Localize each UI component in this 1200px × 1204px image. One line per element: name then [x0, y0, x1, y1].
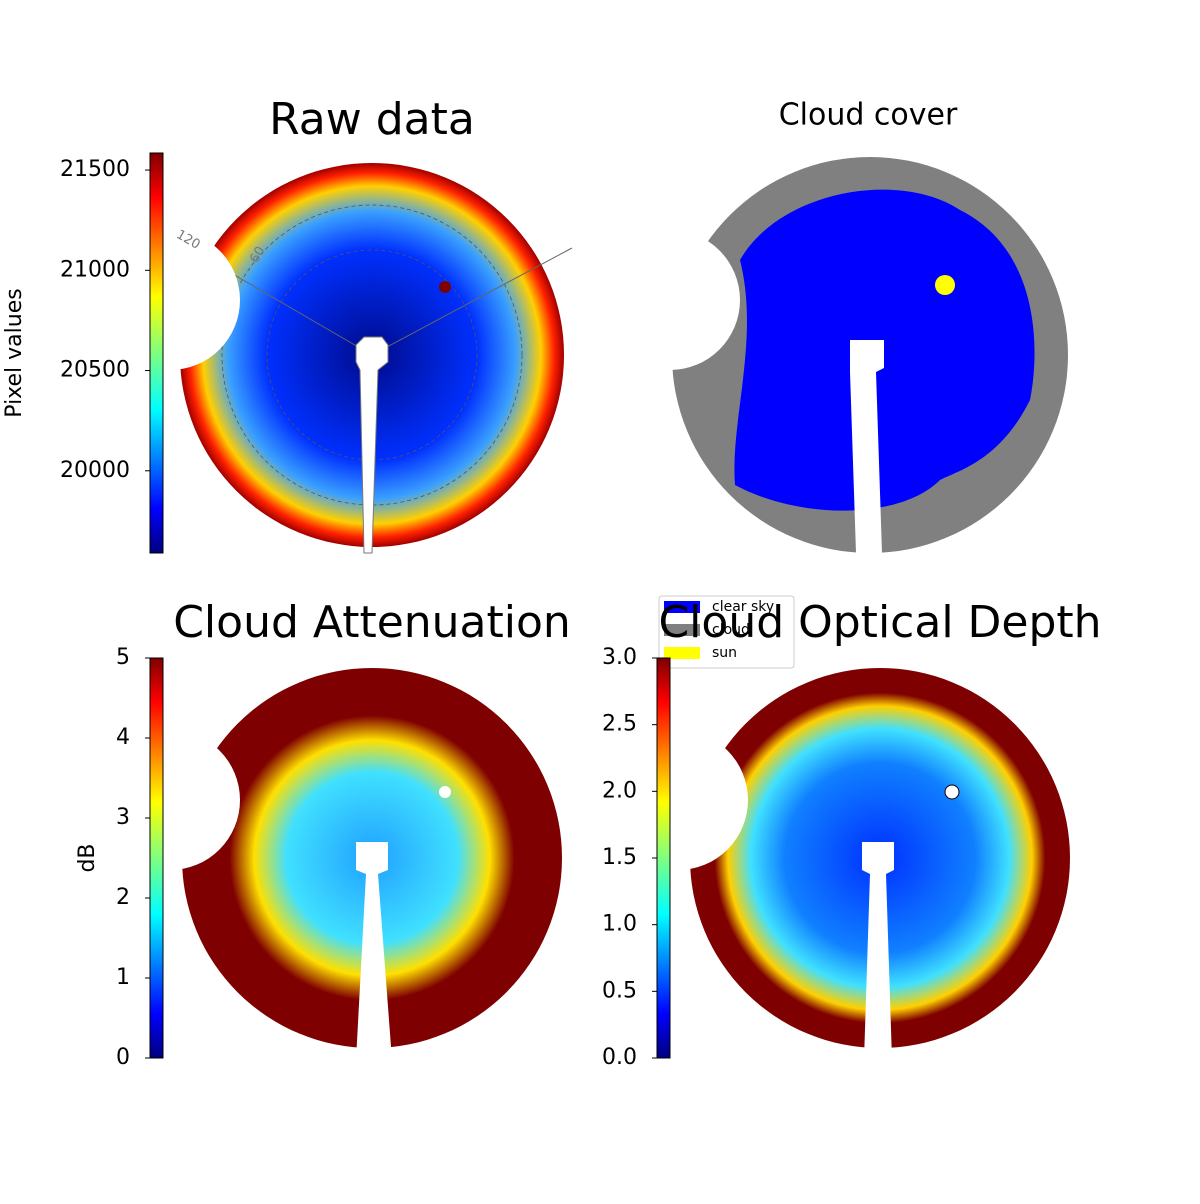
colorbar-tick-label: 21000	[60, 257, 130, 282]
colorbar-tick-label: 5	[116, 645, 130, 670]
colorbar-tick-label: 2.0	[602, 778, 637, 803]
panel-title: Cloud Optical Depth	[658, 597, 1101, 648]
colorbar-tick-label: 20500	[60, 358, 130, 383]
colorbar-tick-label: 1.0	[602, 912, 637, 937]
attenuation-image	[100, 668, 562, 1060]
colorbar	[656, 657, 671, 1059]
legend-swatch	[664, 647, 700, 659]
colorbar-tick-label: 0	[116, 1045, 130, 1070]
colorbar-tick-label: 4	[116, 725, 130, 750]
legend-label: clear sky	[712, 599, 774, 615]
legend-label: cloud	[712, 622, 750, 638]
colorbar-tick-label: 3.0	[602, 645, 637, 670]
colorbar-tick-label: 3	[116, 805, 130, 830]
raw-image	[100, 163, 573, 554]
cod-image	[608, 668, 1070, 1060]
colorbar-tick-label: 2	[116, 885, 130, 910]
colorbar-label: Pixel values	[2, 288, 27, 417]
polar-label: 60	[247, 244, 268, 266]
colorbar-tick-label: 0.5	[602, 978, 637, 1003]
panel-title: Cloud Attenuation	[173, 597, 571, 648]
colorbar	[149, 657, 164, 1059]
panel-title: Cloud cover	[779, 98, 958, 133]
panel-title: Raw data	[269, 94, 475, 145]
colorbar-tick-label: 20000	[60, 458, 130, 483]
cloud-cover-image	[600, 157, 1068, 553]
legend-label: sun	[712, 645, 737, 661]
colorbar-tick-label: 1.5	[602, 845, 637, 870]
legend-swatch	[664, 601, 700, 613]
colorbar-label: dB	[75, 843, 100, 872]
colorbar-tick-label: 1	[116, 965, 130, 990]
colorbar	[149, 152, 164, 554]
colorbar-tick-label: 0.0	[602, 1045, 637, 1070]
colorbar-tick-label: 2.5	[602, 712, 637, 737]
colorbar-tick-label: 21500	[60, 157, 130, 182]
legend-swatch	[664, 624, 700, 636]
